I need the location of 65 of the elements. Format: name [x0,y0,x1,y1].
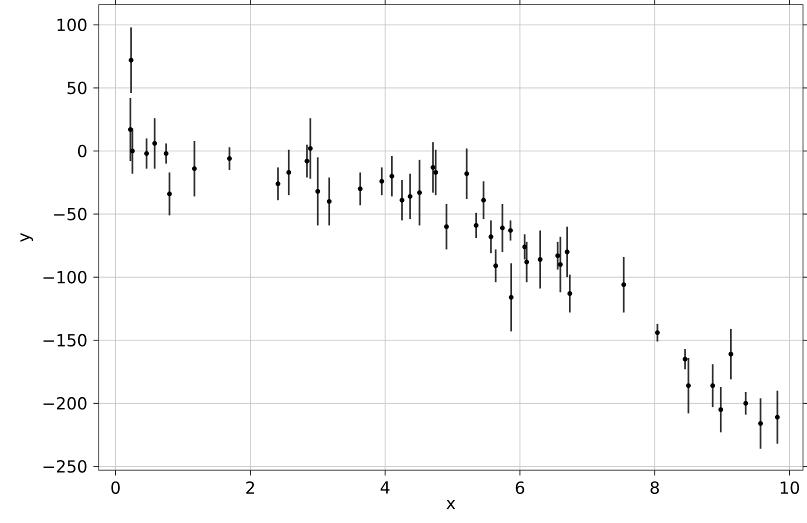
point [167,192,172,196]
point [389,174,394,179]
y-tick-label: −100 [44,270,86,284]
point [304,158,310,164]
point [743,400,748,406]
point [500,226,505,230]
point [430,165,436,170]
x-tick-label: 0 [111,481,120,494]
point [130,148,135,154]
point [286,170,292,175]
point [227,156,232,162]
point [508,295,514,300]
point [524,260,530,264]
point [758,421,763,426]
point [128,127,133,132]
point [192,166,197,172]
point [315,189,320,194]
point [718,407,724,412]
point [379,178,384,184]
point [710,383,716,388]
point [326,199,332,204]
y-tick-label: 50 [68,82,86,94]
y-tick-label: −250 [44,460,86,473]
y-tick-label: −50 [54,208,86,220]
point [444,224,449,230]
point [558,262,563,268]
point [655,330,660,336]
x-tick-label: 2 [246,481,254,494]
point [276,181,280,186]
point [408,194,412,199]
point [474,223,479,228]
x-tick-label: 8 [650,481,659,494]
y-tick-label: −150 [44,334,86,347]
point [308,146,313,151]
point [164,151,169,156]
point [358,186,363,192]
point [567,291,572,296]
point [488,234,494,240]
point [493,263,498,268]
point [564,250,570,254]
point [682,356,688,362]
y-axis-title: y [20,233,34,242]
point [728,352,734,357]
point [464,171,470,176]
point [152,141,158,146]
y-tick-label: −200 [44,397,86,410]
point [128,58,134,63]
y-tick-label: 100 [58,18,86,32]
point [522,244,528,250]
y-tick-label: 0 [78,144,86,158]
point [481,198,486,203]
x-tick-label: 6 [516,481,524,494]
x-tick-label: 4 [380,481,390,494]
x-tick-label: 10 [780,481,800,494]
point [621,282,626,288]
point [144,151,149,156]
point [555,253,560,258]
point [400,198,404,203]
point [774,414,780,420]
point [538,257,543,262]
point [417,190,422,196]
x-axis-title: x [446,500,456,510]
point [508,228,513,233]
point [433,170,438,175]
point [686,383,691,388]
